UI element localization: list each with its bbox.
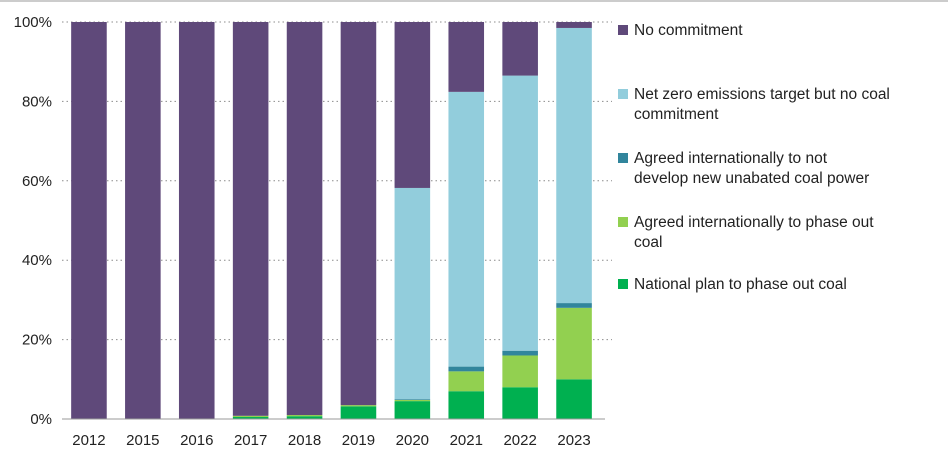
legend-label: No commitment (634, 22, 743, 39)
bar-segment (448, 391, 485, 419)
bar-segment (394, 22, 431, 188)
x-tick-label: 2021 (450, 432, 483, 449)
y-tick-label: 80% (22, 93, 52, 110)
bar-segment (125, 22, 161, 419)
bar-segment (394, 187, 431, 400)
y-tick-label: 60% (22, 173, 52, 190)
x-axis-ticks: 2012 2015 2016 2017 2018 2019 2020 2021 2022 2023 (72, 432, 590, 449)
bar-segment (178, 22, 215, 419)
legend-swatch (618, 25, 628, 35)
bar-segment (448, 22, 485, 92)
bar-segment (394, 399, 431, 400)
grid-lines (62, 21, 612, 341)
x-tick-label: 2018 (288, 432, 321, 449)
bar-segment (340, 405, 377, 407)
bar-segment (286, 415, 323, 417)
bar-segment (286, 416, 323, 419)
bar-segment (502, 350, 538, 356)
legend-label: develop new unabated coal power (634, 170, 869, 187)
bar-segment (340, 22, 377, 406)
bar-segment (394, 401, 431, 419)
legend-label: National plan to phase out coal (634, 276, 847, 293)
legend-swatch (618, 153, 628, 163)
bar-segment (71, 22, 107, 419)
x-tick-label: 2012 (72, 432, 105, 449)
legend-swatch (618, 279, 628, 289)
bar-segment (556, 22, 592, 28)
bar-segment (448, 366, 485, 372)
bar-segment (448, 91, 485, 367)
bar-segment (502, 387, 538, 419)
legend-label: commitment (634, 106, 719, 123)
bar-segment (502, 355, 538, 388)
bar-segment (232, 417, 269, 419)
bar-segment (556, 379, 592, 419)
y-tick-label: 100% (14, 14, 52, 31)
bar-segment (286, 22, 323, 416)
legend-swatch (618, 89, 628, 99)
legend-label: Agreed internationally to not (634, 150, 828, 167)
bar-segment (556, 307, 592, 380)
x-tick-label: 2022 (503, 432, 536, 449)
legend-label: Net zero emissions target but no coal (634, 86, 890, 103)
bar-segment (394, 399, 431, 402)
bars (71, 22, 592, 419)
y-tick-label: 40% (22, 252, 52, 269)
y-tick-label: 20% (22, 332, 52, 349)
x-tick-label: 2016 (180, 432, 213, 449)
legend: No commitment Net zero emissions target b… (618, 22, 890, 293)
bar-segment (502, 75, 538, 351)
y-tick-label: 0% (30, 411, 52, 428)
legend-swatch (618, 217, 628, 227)
bar-segment (448, 371, 485, 392)
legend-label: Agreed internationally to phase out (634, 214, 874, 231)
x-tick-label: 2015 (126, 432, 159, 449)
bar-segment (232, 415, 269, 418)
y-axis-ticks: 0% 20% 40% 60% 80% 100% (14, 14, 52, 428)
x-tick-label: 2023 (557, 432, 590, 449)
x-tick-label: 2019 (342, 432, 375, 449)
legend-label: coal (634, 234, 662, 251)
bar-segment (502, 22, 538, 76)
bar-segment (556, 27, 592, 304)
x-tick-label: 2017 (234, 432, 267, 449)
x-tick-label: 2020 (396, 432, 429, 449)
bar-segment (232, 22, 269, 416)
bar-segment (340, 406, 377, 419)
bar-segment (556, 303, 592, 308)
